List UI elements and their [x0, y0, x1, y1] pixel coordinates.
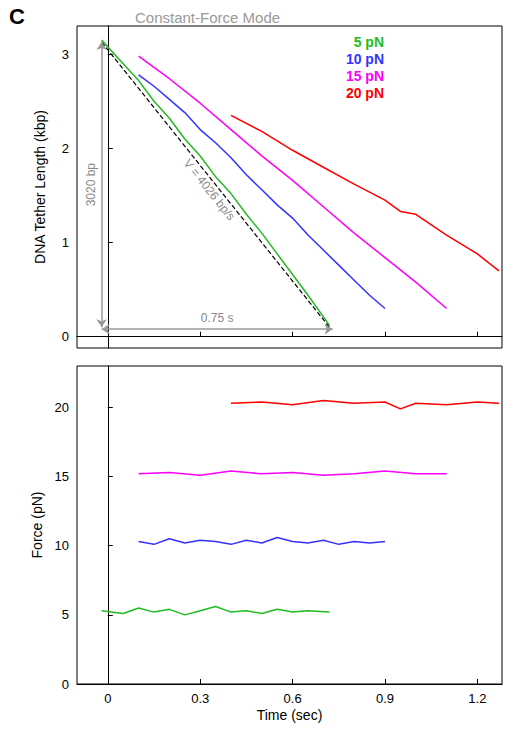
svg-text:2: 2: [62, 141, 69, 156]
svg-text:0.75 s: 0.75 s: [201, 311, 234, 325]
svg-text:15 pN: 15 pN: [346, 68, 384, 84]
svg-text:0: 0: [62, 677, 69, 692]
svg-text:0.9: 0.9: [376, 691, 394, 706]
svg-text:10 pN: 10 pN: [346, 51, 384, 67]
svg-text:Force (pN): Force (pN): [29, 492, 45, 559]
svg-text:0: 0: [104, 691, 111, 706]
svg-text:1: 1: [62, 235, 69, 250]
svg-text:0.3: 0.3: [191, 691, 209, 706]
svg-text:10: 10: [55, 538, 69, 553]
svg-text:0.6: 0.6: [284, 691, 302, 706]
svg-text:20: 20: [55, 400, 69, 415]
svg-text:5: 5: [62, 607, 69, 622]
svg-text:V = 4026 bp/s: V = 4026 bp/s: [181, 156, 238, 223]
svg-text:DNA Tether Length (kbp): DNA Tether Length (kbp): [32, 110, 48, 264]
svg-text:3: 3: [62, 47, 69, 62]
svg-text:1.2: 1.2: [468, 691, 486, 706]
svg-text:20 pN: 20 pN: [346, 85, 384, 101]
svg-text:3020 bp: 3020 bp: [84, 163, 98, 207]
svg-text:15: 15: [55, 469, 69, 484]
svg-text:0: 0: [62, 329, 69, 344]
svg-text:C: C: [9, 4, 25, 29]
svg-text:5 pN: 5 pN: [354, 34, 384, 50]
svg-text:Constant-Force Mode: Constant-Force Mode: [135, 9, 280, 26]
svg-text:Time (sec): Time (sec): [257, 707, 323, 723]
